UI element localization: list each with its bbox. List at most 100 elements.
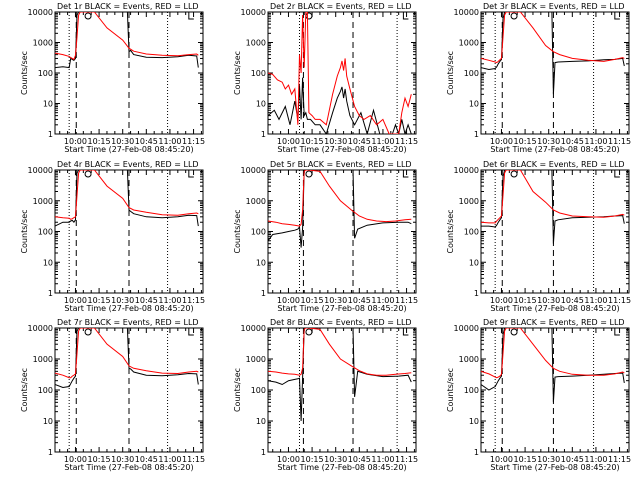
saa-marker-icon — [84, 170, 92, 178]
y-tick-label: 10000 — [241, 166, 266, 175]
chart-panel-7: Det 7r BLACK = Events, RED = LLD 1 10 100 10… — [20, 318, 205, 472]
y-tick-label: 1 — [261, 448, 266, 457]
chart-panel-1: Det 1r BLACK = Events, RED = LLD 1 10 100 10… — [20, 2, 205, 154]
x-tick-label: 10:00 — [490, 296, 513, 305]
x-tick-label: 11:00 — [371, 137, 394, 146]
series-line-lld — [55, 12, 199, 61]
x-tick-label: 10:45 — [561, 137, 584, 146]
x-axis-label: Start Time (27-Feb-08 08:45:20) — [490, 463, 619, 472]
chart-title: Det 2r BLACK = Events, RED = LLD — [270, 2, 412, 11]
saa-marker-icon — [510, 328, 518, 336]
x-tick-label: 10:15 — [301, 455, 324, 464]
series-line-lld — [481, 12, 625, 64]
y-axis-label: Counts/sec — [20, 368, 29, 412]
series-line-lld — [481, 328, 625, 379]
x-tick-label: 11:00 — [371, 455, 394, 464]
x-tick-label: 10:15 — [301, 137, 324, 146]
y-tick-label: 1000 — [459, 39, 479, 48]
plot-frame — [267, 11, 417, 135]
saa-marker-icon — [305, 170, 313, 178]
y-tick-label: 10 — [469, 100, 479, 109]
x-tick-label: 11:00 — [158, 455, 181, 464]
y-axis-label: Counts/sec — [446, 209, 455, 253]
y-axis-label: Counts/sec — [20, 209, 29, 253]
x-tick-label: 11:00 — [584, 455, 607, 464]
x-tick-label: 11:00 — [584, 137, 607, 146]
series-line-lld — [268, 328, 412, 376]
y-tick-label: 10 — [469, 258, 479, 267]
x-tick-label: 10:15 — [301, 296, 324, 305]
x-tick-label: 10:30 — [537, 455, 560, 464]
chart-panel-9: Det 9r BLACK = Events, RED = LLD 1 10 100 10… — [446, 318, 631, 472]
y-axis-label: Counts/sec — [20, 51, 29, 95]
chart-panel-3: Det 3r BLACK = Events, RED = LLD 1 10 100 10… — [446, 2, 631, 154]
y-axis-label: Counts/sec — [446, 51, 455, 95]
y-tick-label: 100 — [38, 69, 53, 78]
x-tick-label: 10:45 — [135, 137, 158, 146]
chart-panel-4: Det 4r BLACK = Events, RED = LLD 1 10 100 10… — [20, 160, 205, 313]
plot-frame — [267, 327, 417, 453]
y-tick-label: 10 — [256, 417, 266, 426]
chart-title: Det 1r BLACK = Events, RED = LLD — [57, 2, 199, 11]
y-tick-label: 100 — [38, 386, 53, 395]
y-tick-label: 100 — [251, 386, 266, 395]
x-tick-label: 11:00 — [158, 296, 181, 305]
chart-panel-2: Det 2r BLACK = Events, RED = LLD 1 10 100 10… — [233, 2, 418, 154]
y-tick-label: 1000 — [459, 197, 479, 206]
eclipse-marker-icon — [402, 170, 409, 178]
x-tick-label: 11:15 — [395, 296, 418, 305]
x-tick-label: 10:30 — [537, 296, 560, 305]
y-tick-label: 10000 — [454, 8, 479, 17]
y-tick-label: 100 — [38, 228, 53, 237]
x-axis-label: Start Time (27-Feb-08 08:45:20) — [64, 463, 193, 472]
series-line-lld — [268, 12, 412, 134]
x-tick-label: 10:15 — [88, 296, 111, 305]
x-axis-label: Start Time (27-Feb-08 08:45:20) — [277, 145, 406, 154]
x-axis-label: Start Time (27-Feb-08 08:45:20) — [64, 145, 193, 154]
chart-title: Det 9r BLACK = Events, RED = LLD — [483, 318, 625, 327]
x-tick-label: 11:00 — [371, 296, 394, 305]
y-tick-label: 1 — [261, 289, 266, 298]
y-tick-label: 1 — [474, 448, 479, 457]
chart-title: Det 8r BLACK = Events, RED = LLD — [270, 318, 412, 327]
series-line-lld — [55, 328, 199, 379]
y-tick-label: 1 — [48, 448, 53, 457]
y-tick-label: 1 — [261, 130, 266, 139]
series-line-lld — [481, 170, 625, 224]
series-line-events — [55, 170, 199, 227]
y-tick-label: 1000 — [33, 39, 53, 48]
x-tick-label: 10:30 — [111, 455, 134, 464]
eclipse-marker-icon — [188, 170, 194, 178]
saa-marker-icon — [305, 12, 313, 20]
x-tick-label: 10:15 — [514, 137, 537, 146]
x-tick-label: 10:45 — [348, 296, 371, 305]
series-line-lld — [55, 170, 199, 220]
y-tick-label: 10 — [43, 258, 53, 267]
y-tick-label: 1000 — [246, 355, 266, 364]
saa-marker-icon — [84, 12, 92, 20]
y-tick-label: 100 — [464, 386, 479, 395]
x-axis-label: Start Time (27-Feb-08 08:45:20) — [490, 304, 619, 313]
x-tick-label: 10:00 — [64, 137, 87, 146]
y-axis-label: Counts/sec — [233, 368, 242, 412]
x-tick-label: 10:00 — [64, 455, 87, 464]
y-tick-label: 1000 — [246, 39, 266, 48]
x-tick-label: 10:15 — [514, 455, 537, 464]
y-tick-label: 10000 — [28, 8, 53, 17]
y-tick-label: 10000 — [28, 166, 53, 175]
eclipse-marker-icon — [614, 328, 620, 336]
chart-title: Det 5r BLACK = Events, RED = LLD — [270, 160, 412, 169]
y-tick-label: 100 — [251, 69, 266, 78]
y-tick-label: 10000 — [454, 324, 479, 333]
chart-title: Det 7r BLACK = Events, RED = LLD — [57, 318, 199, 327]
y-tick-label: 1 — [474, 289, 479, 298]
x-tick-label: 10:00 — [490, 455, 513, 464]
x-tick-label: 10:45 — [561, 455, 584, 464]
x-tick-label: 11:00 — [158, 137, 181, 146]
chart-title: Det 6r BLACK = Events, RED = LLD — [483, 160, 625, 169]
y-tick-label: 100 — [464, 228, 479, 237]
y-tick-label: 1 — [474, 130, 479, 139]
x-tick-label: 11:15 — [608, 296, 631, 305]
series-line-events — [268, 77, 412, 134]
